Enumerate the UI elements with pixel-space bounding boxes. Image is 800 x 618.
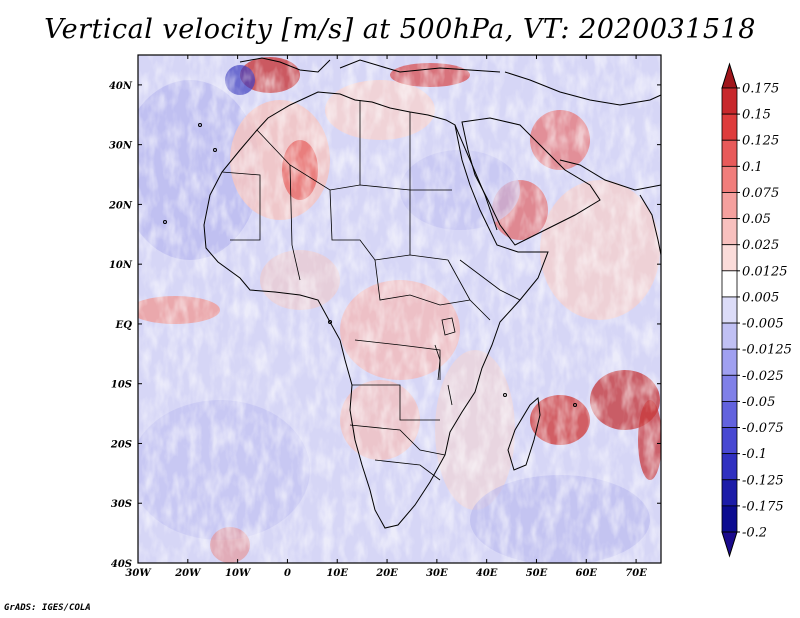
- lon-tick-label: 30E: [426, 568, 448, 579]
- colorbar-max-arrow: [721, 62, 738, 89]
- colorbar-bin: [721, 218, 738, 246]
- colorbar-bin: [721, 113, 738, 141]
- longitude-axis: 30W 20W 10W 0 10E 20E 30E 40E 50E 60E 70E: [125, 55, 647, 579]
- lat-tick-label: 10N: [109, 260, 133, 271]
- colorbar-level-label: 0.075: [742, 186, 779, 201]
- colorbar-level-label: -0.005: [742, 317, 784, 332]
- colorbar-bin: [721, 192, 738, 219]
- colorbar-bin: [721, 453, 738, 481]
- lat-tick-label: 30N: [109, 141, 133, 152]
- lon-tick-label: 10W: [225, 568, 252, 579]
- lon-tick-label: 20E: [375, 568, 398, 579]
- colorbar-bin: [721, 348, 738, 376]
- colorbar-bin: [721, 296, 738, 324]
- lat-tick-label: EQ: [115, 320, 133, 331]
- grads-credit: GrADS: IGES/COLA: [4, 603, 91, 613]
- chart-title: Vertical velocity [m/s] at 500hPa, VT: 2…: [44, 14, 756, 45]
- lat-tick-label: 20N: [108, 200, 133, 211]
- colorbar: 0.175 0.15 0.125 0.1 0.075 0.05 0.025 0.0125 0.0…: [721, 62, 792, 558]
- map-frame: [137, 54, 662, 564]
- colorbar-bin: [721, 401, 738, 428]
- colorbar-bin: [721, 505, 738, 533]
- lat-tick-label: 30S: [111, 499, 132, 510]
- lon-tick-label: 40E: [476, 568, 498, 579]
- colorbar-level-label: 0.175: [742, 82, 779, 97]
- lon-tick-label: 0: [284, 568, 291, 579]
- colorbar-bin: [721, 374, 738, 402]
- lat-tick-label: 10S: [111, 380, 132, 391]
- colorbar-bin: [721, 479, 738, 507]
- lat-tick-label: 40N: [109, 81, 133, 92]
- colorbar-level-label: 0.005: [742, 290, 779, 305]
- colorbar-bin: [721, 427, 738, 455]
- latitude-axis: 40N 30N 20N 10N EQ 10S 20S 30S 40S: [108, 81, 661, 570]
- colorbar-level-label: 0.125: [742, 134, 779, 149]
- colorbar-level-label: -0.025: [742, 369, 784, 384]
- colorbar-level-label: -0.0125: [742, 343, 792, 358]
- colorbar-bin: [721, 165, 738, 193]
- colorbar-level-label: -0.05: [742, 395, 775, 410]
- colorbar-level-label: -0.125: [742, 473, 784, 488]
- lon-tick-label: 20W: [174, 568, 202, 579]
- colorbar-bin: [721, 270, 738, 298]
- colorbar-level-label: 0.15: [742, 108, 771, 123]
- lon-tick-label: 70E: [625, 568, 647, 579]
- colorbar-bin: [721, 322, 738, 350]
- colorbar-level-label: -0.075: [742, 421, 784, 436]
- velocity-field: [138, 55, 661, 563]
- lon-tick-label: 60E: [576, 568, 598, 579]
- lon-tick-label: 30W: [125, 568, 152, 579]
- colorbar-bin: [721, 244, 738, 272]
- colorbar-level-label: 0.0125: [742, 264, 788, 279]
- colorbar-level-label: 0.1: [742, 160, 763, 175]
- colorbar-level-label: 0.05: [742, 212, 771, 227]
- lat-tick-label: 20S: [110, 439, 132, 450]
- colorbar-min-arrow: [721, 531, 738, 558]
- lon-tick-label: 50E: [526, 568, 548, 579]
- colorbar-level-label: -0.2: [742, 526, 767, 541]
- colorbar-level-label: -0.175: [742, 499, 784, 514]
- coastlines-and-borders: [163, 57, 662, 529]
- lon-tick-label: 10E: [326, 568, 348, 579]
- colorbar-bin: [721, 87, 738, 115]
- colorbar-bin: [721, 139, 738, 167]
- colorbar-level-label: 0.025: [742, 238, 779, 253]
- colorbar-level-label: -0.1: [742, 447, 767, 462]
- lat-tick-label: 40S: [111, 559, 132, 570]
